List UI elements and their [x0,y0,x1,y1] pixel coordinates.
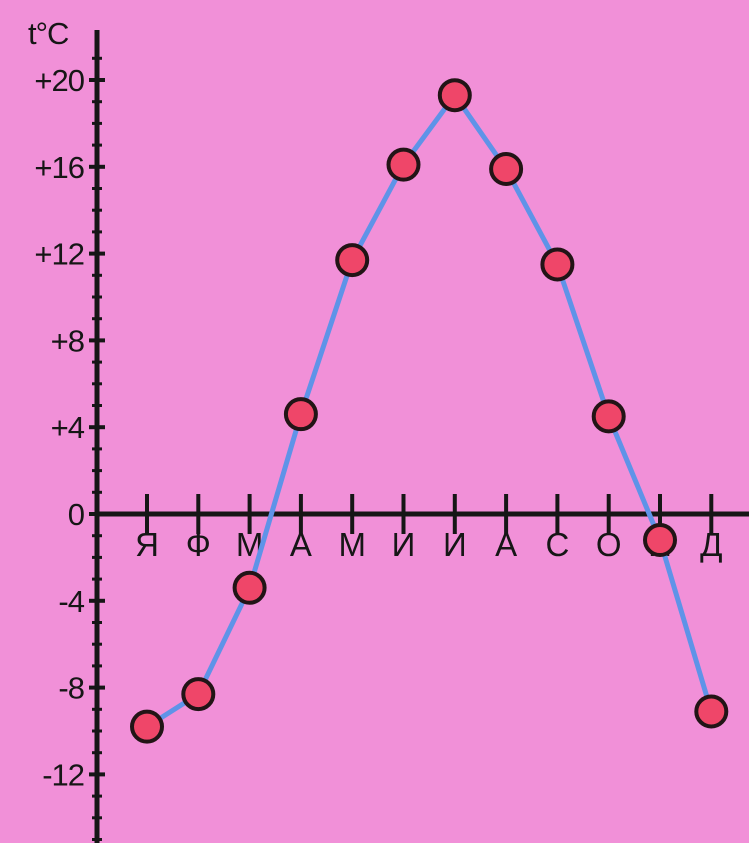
x-tick-label: С [545,526,569,563]
temperature-line [144,92,714,730]
x-tick-label: И [392,526,416,563]
temperature-point [643,523,677,558]
temperature-point [130,709,164,744]
axis-ticks [89,56,714,841]
temperature-point [489,151,524,186]
y-tick-label: +12 [34,237,84,272]
x-tick-label: М [338,526,366,563]
x-tick-label: О [596,526,622,563]
temperature-point [232,570,267,605]
y-tick-label: +8 [51,323,84,358]
y-tick-label: +4 [51,410,85,445]
y-axis-unit-label: t°C [28,16,69,51]
y-tick-label: +20 [34,63,84,98]
x-tick-label: Д [700,526,722,563]
y-tick-label: -8 [58,671,84,706]
x-tick-label: И [443,526,467,563]
x-tick-label: Я [135,526,159,563]
temperature-point [694,694,729,729]
temperature-point [335,243,370,278]
x-tick-label: Ф [186,526,211,563]
temperature-point [386,147,421,182]
temperature-point [283,397,318,432]
x-tick-label: А [290,526,312,563]
temperature-series [130,78,729,744]
temperature-point [591,399,626,434]
temperature-point [437,78,472,113]
temperature-point [540,247,575,282]
y-tick-label: +16 [34,150,84,185]
temperature-point [181,677,216,712]
y-tick-label: -12 [42,757,84,792]
y-tick-label: -4 [58,584,84,619]
chart-axes [94,30,749,843]
y-tick-label: 0 [68,497,85,532]
x-tick-label: А [495,526,517,563]
